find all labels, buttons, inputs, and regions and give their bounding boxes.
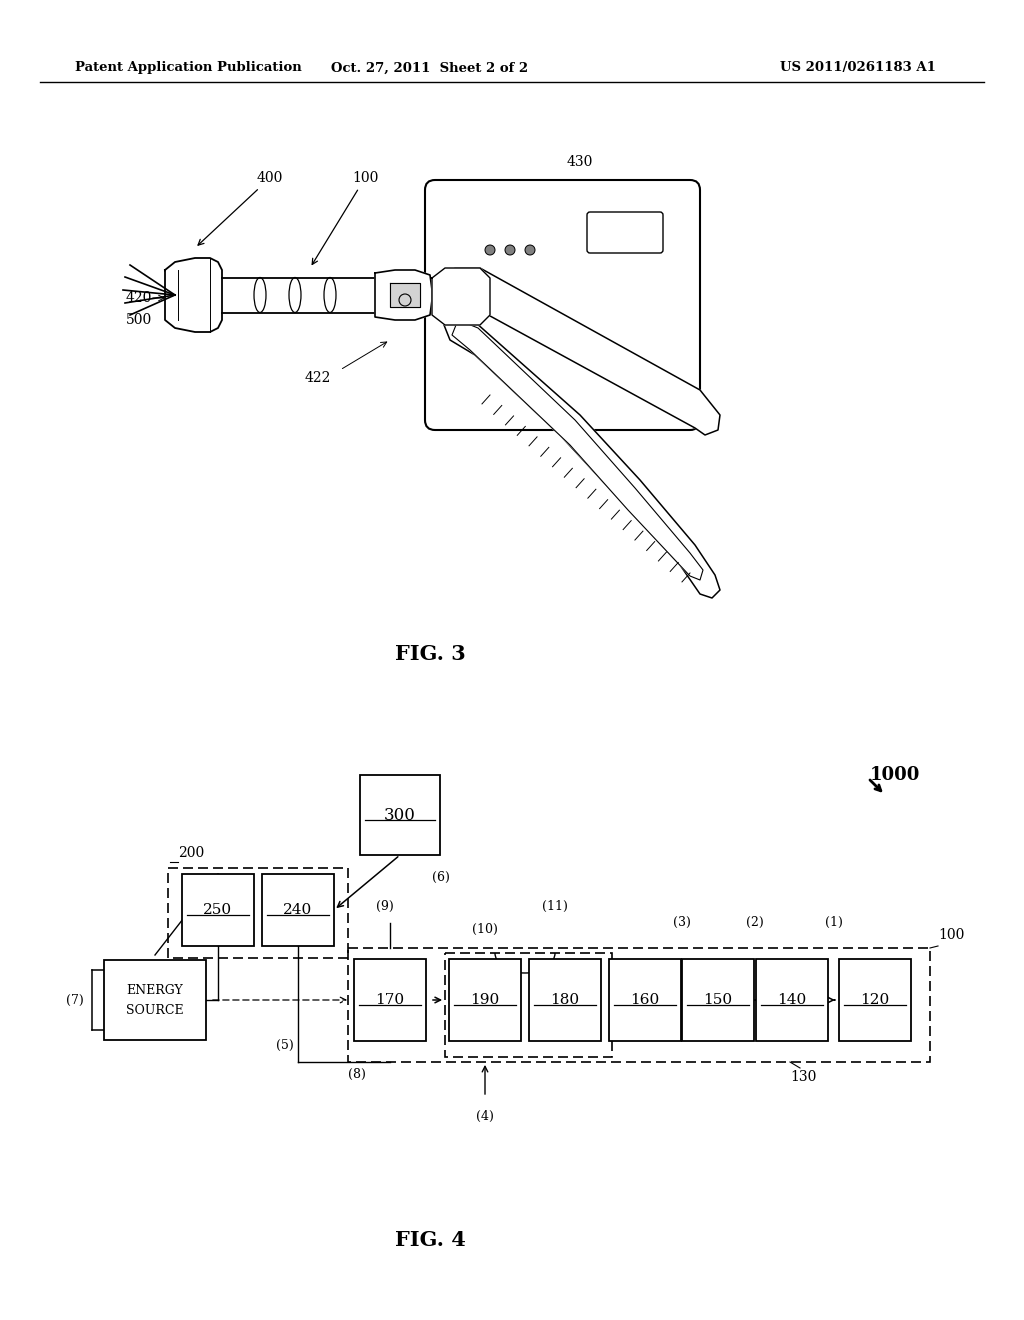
Polygon shape — [452, 319, 703, 579]
Text: FIG. 3: FIG. 3 — [394, 644, 465, 664]
Bar — [529, 960, 601, 1041]
Text: ENERGY: ENERGY — [127, 983, 183, 997]
Polygon shape — [444, 312, 720, 598]
Text: 100: 100 — [938, 928, 965, 942]
Text: 240: 240 — [284, 903, 312, 917]
Text: (2): (2) — [746, 916, 764, 929]
Text: (7): (7) — [67, 994, 84, 1006]
FancyBboxPatch shape — [587, 213, 663, 253]
Text: 430: 430 — [567, 154, 593, 169]
Text: 100: 100 — [312, 172, 378, 264]
Bar — [449, 960, 521, 1041]
Text: 300: 300 — [384, 807, 416, 824]
Text: 150: 150 — [703, 993, 732, 1007]
Text: 500: 500 — [126, 313, 152, 327]
Text: FIG. 4: FIG. 4 — [394, 1230, 466, 1250]
Text: 190: 190 — [470, 993, 500, 1007]
Bar — [168, 869, 348, 958]
Text: 130: 130 — [790, 1071, 816, 1084]
Ellipse shape — [505, 246, 515, 255]
Text: 400: 400 — [198, 172, 284, 246]
Text: (11): (11) — [542, 900, 568, 913]
Bar — [348, 948, 930, 1063]
Text: Patent Application Publication: Patent Application Publication — [75, 62, 302, 74]
Bar — [445, 953, 612, 1057]
Bar — [756, 960, 828, 1041]
Polygon shape — [375, 271, 432, 319]
Bar — [682, 960, 754, 1041]
Text: US 2011/0261183 A1: US 2011/0261183 A1 — [780, 62, 936, 74]
Text: Oct. 27, 2011  Sheet 2 of 2: Oct. 27, 2011 Sheet 2 of 2 — [332, 62, 528, 74]
Text: 420: 420 — [126, 290, 152, 305]
Text: 1000: 1000 — [870, 766, 921, 784]
Bar — [839, 960, 911, 1041]
Text: (4): (4) — [476, 1110, 494, 1123]
Text: 180: 180 — [551, 993, 580, 1007]
FancyBboxPatch shape — [425, 180, 700, 430]
Text: (8): (8) — [348, 1068, 366, 1081]
Bar — [182, 874, 254, 946]
Bar — [104, 960, 206, 1040]
Text: (3): (3) — [673, 916, 690, 929]
Bar — [609, 960, 681, 1041]
Text: 140: 140 — [777, 993, 807, 1007]
Text: 120: 120 — [860, 993, 890, 1007]
Polygon shape — [222, 277, 430, 313]
Text: SOURCE: SOURCE — [126, 1003, 184, 1016]
Text: 422: 422 — [305, 371, 331, 385]
Text: (1): (1) — [824, 916, 843, 929]
Text: 170: 170 — [376, 993, 404, 1007]
Text: (10): (10) — [472, 923, 498, 936]
Bar — [262, 874, 334, 946]
Polygon shape — [390, 282, 420, 308]
Polygon shape — [432, 268, 490, 325]
Polygon shape — [445, 268, 720, 436]
Text: 250: 250 — [204, 903, 232, 917]
Ellipse shape — [485, 246, 495, 255]
Bar — [360, 775, 440, 855]
Ellipse shape — [525, 246, 535, 255]
Bar — [354, 960, 426, 1041]
Text: (6): (6) — [432, 870, 450, 883]
Text: (5): (5) — [276, 1039, 294, 1052]
Text: 160: 160 — [631, 993, 659, 1007]
Text: (9): (9) — [376, 900, 394, 913]
Text: 200: 200 — [178, 846, 204, 861]
Polygon shape — [165, 257, 222, 333]
